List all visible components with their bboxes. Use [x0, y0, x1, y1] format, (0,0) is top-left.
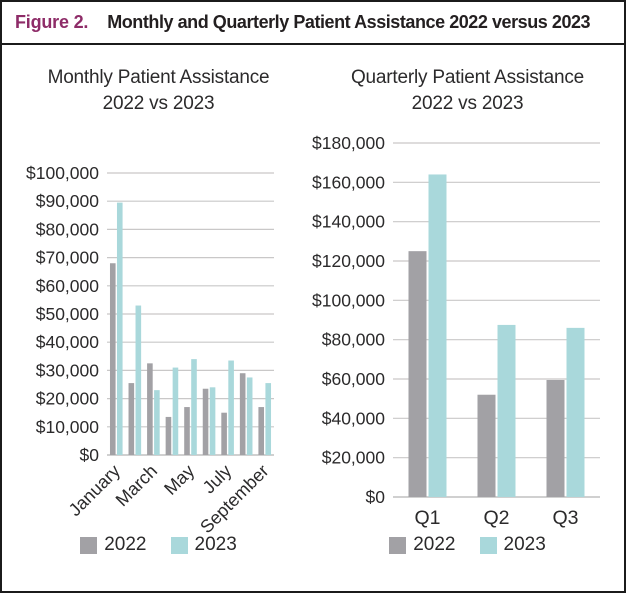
y-tick-label: $20,000 [322, 448, 386, 468]
bar-2023-Q3 [566, 327, 585, 497]
legend-label-2022: 2022 [104, 534, 147, 555]
y-tick-label: $120,000 [312, 251, 385, 271]
quarterly-chart-title: Quarterly Patient Assistance 2022 vs 202… [315, 65, 620, 117]
y-tick-label: $60,000 [322, 369, 386, 389]
bar-2022-May [184, 407, 190, 455]
figure-title: Monthly and Quarterly Patient Assistance… [107, 12, 591, 32]
bar-2023-June [209, 387, 216, 455]
bar-2022-July [221, 412, 227, 455]
quarterly-legend: 2022 2023 [315, 534, 620, 556]
monthly-chart-title-line2: 2022 vs 2023 [102, 93, 215, 114]
bar-2023-January [116, 202, 123, 455]
quarterly-legend-item-2023: 2023 [479, 534, 546, 556]
y-tick-label: $100,000 [312, 290, 385, 310]
y-tick-label: $30,000 [36, 360, 100, 380]
bar-2023-April [172, 367, 179, 455]
y-tick-label: $60,000 [36, 276, 100, 296]
legend-swatch-2022 [389, 536, 407, 554]
quarterly-chart-panel: Quarterly Patient Assistance 2022 vs 202… [312, 47, 620, 591]
monthly-legend-item-2023: 2023 [170, 534, 237, 556]
bar-2022-Q2 [477, 394, 496, 497]
y-tick-label: $0 [366, 487, 386, 507]
y-tick-label: $50,000 [36, 304, 100, 324]
bar-2022-August [239, 373, 246, 455]
x-tick-label: May [160, 461, 198, 499]
x-tick-label: September [196, 461, 272, 537]
bar-2023-September [265, 383, 272, 455]
bar-2023-May [191, 359, 197, 455]
y-tick-label: $70,000 [36, 248, 100, 268]
legend-swatch-2023 [479, 536, 497, 554]
bar-2023-March [154, 390, 160, 455]
y-tick-label: $160,000 [312, 172, 385, 192]
bar-2023-Q1 [428, 174, 447, 497]
y-tick-label: $40,000 [322, 408, 386, 428]
monthly-chart-panel: Monthly Patient Assistance 2022 vs 2023 … [10, 47, 307, 591]
quarterly-chart-title-line1: Quarterly Patient Assistance [350, 67, 585, 88]
legend-swatch-2023 [170, 536, 188, 554]
legend-label-2022: 2022 [413, 534, 456, 555]
bar-2022-April [165, 416, 172, 455]
x-tick-label: Q2 [483, 507, 509, 529]
bar-2022-Q3 [546, 379, 565, 497]
bar-2022-September [258, 407, 265, 455]
y-tick-label: $0 [80, 445, 100, 465]
monthly-bar-chart: $0 $10,000 $20,000 $30,000 $40,000 $50,000 $60… [26, 163, 274, 537]
bar-2022-March [147, 363, 153, 455]
y-tick-label: $20,000 [36, 389, 100, 409]
bar-2023-August [246, 377, 253, 455]
x-tick-label: January [65, 461, 124, 520]
x-tick-label: Q3 [552, 507, 578, 529]
figure-header: Figure 2. Monthly and Quarterly Patient … [2, 2, 624, 45]
monthly-legend-item-2022: 2022 [80, 534, 147, 556]
quarterly-bar-chart: $0 $20,000 $40,000 $60,000 $80,000 $100,000 $1… [312, 133, 600, 529]
legend-swatch-2022 [80, 536, 98, 554]
quarterly-chart-title-line2: 2022 vs 2023 [411, 93, 524, 114]
quarterly-legend-item-2022: 2022 [389, 534, 456, 556]
bar-2022-January [109, 263, 116, 455]
y-tick-label: $90,000 [36, 191, 100, 211]
y-tick-label: $100,000 [26, 163, 99, 183]
legend-label-2023: 2023 [503, 534, 546, 555]
y-tick-label: $10,000 [36, 417, 100, 437]
bar-2022-June [202, 388, 209, 455]
monthly-legend: 2022 2023 [10, 534, 307, 556]
bar-2023-Q2 [497, 324, 516, 497]
monthly-chart-title: Monthly Patient Assistance 2022 vs 2023 [10, 65, 307, 117]
legend-label-2023: 2023 [194, 534, 237, 555]
bar-2022-February [128, 383, 135, 455]
y-tick-label: $140,000 [312, 212, 385, 232]
y-tick-label: $80,000 [36, 219, 100, 239]
x-tick-label: March [112, 461, 162, 511]
figure-number-label: Figure 2. [15, 12, 89, 32]
monthly-chart-title-line1: Monthly Patient Assistance [47, 67, 270, 88]
y-tick-label: $40,000 [36, 332, 100, 352]
x-tick-label: Q1 [414, 507, 440, 529]
bar-2023-February [135, 305, 142, 455]
y-tick-label: $180,000 [312, 133, 385, 153]
bar-2023-July [228, 360, 234, 455]
y-tick-label: $80,000 [322, 330, 386, 350]
bar-2022-Q1 [408, 251, 427, 497]
